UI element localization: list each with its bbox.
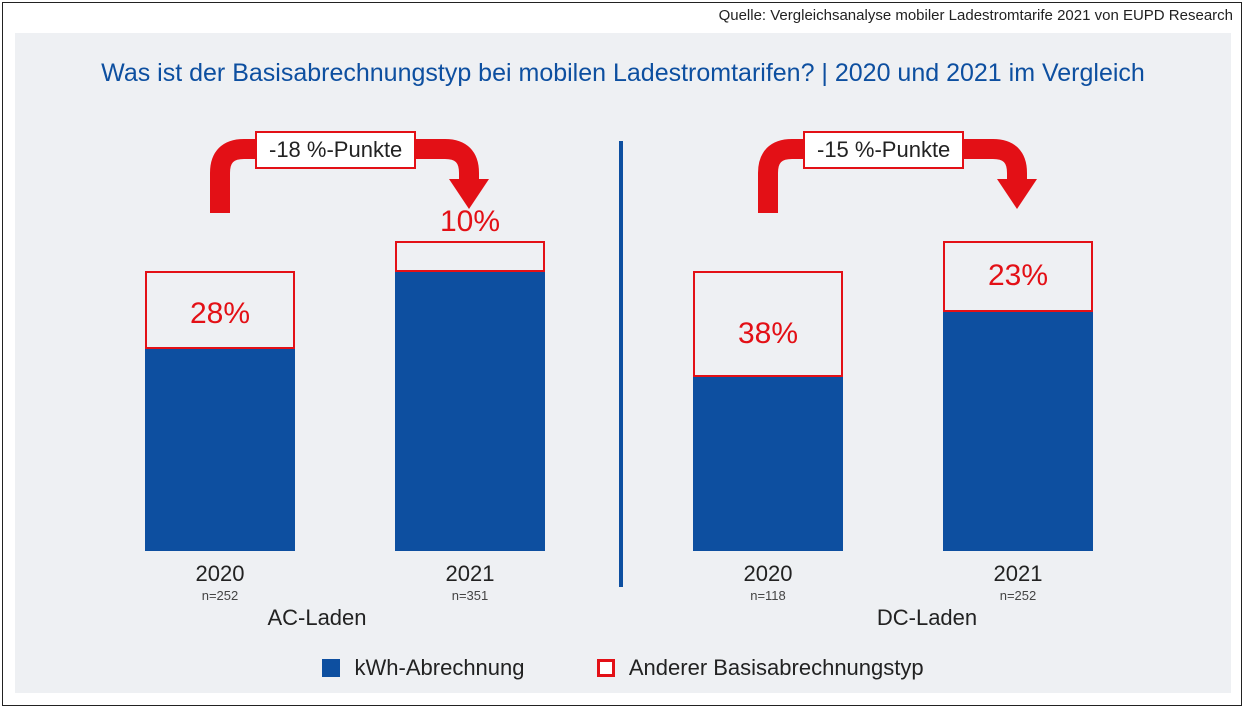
chart-ac: -18 %-Punkte 28% 2020 n=252 10% 2021 n=3… [15, 141, 619, 641]
year-label: 2021 [943, 561, 1093, 587]
bar-segment-kwh [395, 272, 545, 551]
bar-segment-kwh [145, 349, 295, 551]
legend: kWh-Abrechnung Anderer Basisabrechnungst… [15, 654, 1231, 681]
pct-label: 28% [145, 297, 295, 331]
year-label: 2020 [145, 561, 295, 587]
bar-segment-kwh [693, 377, 843, 551]
chart-frame: Quelle: Vergleichsanalyse mobiler Ladest… [2, 2, 1242, 706]
n-label: n=351 [395, 588, 545, 603]
change-label: -15 %-Punkte [803, 131, 964, 169]
legend-label-kwh: kWh-Abrechnung [355, 655, 525, 681]
bar-ac-2021: 10% [395, 241, 545, 551]
legend-label-other: Anderer Basisabrechnungstyp [629, 655, 924, 681]
pct-label: 23% [943, 259, 1093, 293]
chart-panel: Was ist der Basisabrechnungstyp bei mobi… [15, 33, 1231, 693]
chart-dc: -15 %-Punkte 38% 2020 n=118 23% 2021 n=2… [623, 141, 1231, 641]
year-label: 2021 [395, 561, 545, 587]
source-citation: Quelle: Vergleichsanalyse mobiler Ladest… [719, 7, 1233, 24]
n-label: n=118 [693, 588, 843, 603]
year-label: 2020 [693, 561, 843, 587]
bar-ac-2020: 28% [145, 271, 295, 551]
bar-dc-2021: 23% [943, 241, 1093, 551]
legend-swatch-kwh [322, 659, 340, 677]
group-label: DC-Laden [623, 605, 1231, 631]
pct-label: 38% [693, 317, 843, 351]
change-label: -18 %-Punkte [255, 131, 416, 169]
group-label: AC-Laden [15, 605, 619, 631]
bar-segment-kwh [943, 312, 1093, 551]
n-label: n=252 [145, 588, 295, 603]
legend-swatch-other [597, 659, 615, 677]
chart-title: Was ist der Basisabrechnungstyp bei mobi… [15, 59, 1231, 88]
bar-dc-2020: 38% [693, 271, 843, 551]
n-label: n=252 [943, 588, 1093, 603]
bar-segment-other [395, 241, 545, 272]
